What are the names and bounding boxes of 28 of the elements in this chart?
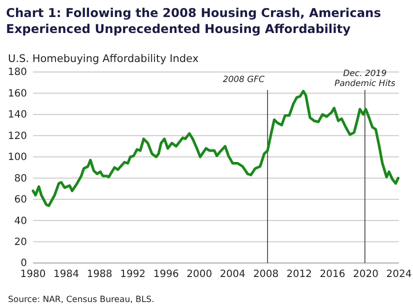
chart-title: Chart 1: Following the 2008 Housing Crash, Americans Experienced Unprecedented Housing Affordability [6, 6, 381, 36]
x-tick-label: 1980 [20, 269, 46, 280]
y-tick-label: 100 [8, 152, 27, 164]
x-tick-label: 2012 [286, 269, 312, 280]
y-tick-label: 0 [20, 258, 27, 270]
y-tick-label: 120 [8, 130, 27, 142]
x-tick-label: 1996 [153, 269, 179, 280]
line-series [32, 90, 400, 207]
ref-line-label: 2008 GFC [222, 75, 265, 85]
x-tick-label: 2016 [320, 269, 346, 280]
y-tick-label: 40 [14, 216, 27, 227]
y-tick-label: 80 [14, 173, 27, 184]
x-tick-label: 1984 [54, 269, 79, 280]
chart-subtitle: U.S. Homebuying Affordability Index [8, 53, 199, 65]
x-tick-label: 2004 [220, 269, 246, 280]
y-tick-label: 160 [8, 88, 27, 100]
x-tick-label: 1988 [86, 269, 112, 280]
x-tick-label: 1992 [120, 269, 146, 280]
x-tick-label: 2020 [353, 269, 378, 280]
y-tick-label: 140 [8, 110, 27, 121]
ref-line-label: Dec. 2019 Pandemic Hits [334, 69, 396, 89]
y-tick-label: 20 [14, 236, 27, 248]
x-tick-label: 2024 [386, 269, 412, 280]
x-tick-label: 2000 [186, 269, 212, 280]
source-note: Source: NAR, Census Bureau, BLS. [8, 295, 154, 305]
y-tick-label: 180 [8, 67, 27, 78]
x-tick-label: 2008 [253, 269, 279, 280]
y-tick-label: 60 [14, 194, 27, 206]
